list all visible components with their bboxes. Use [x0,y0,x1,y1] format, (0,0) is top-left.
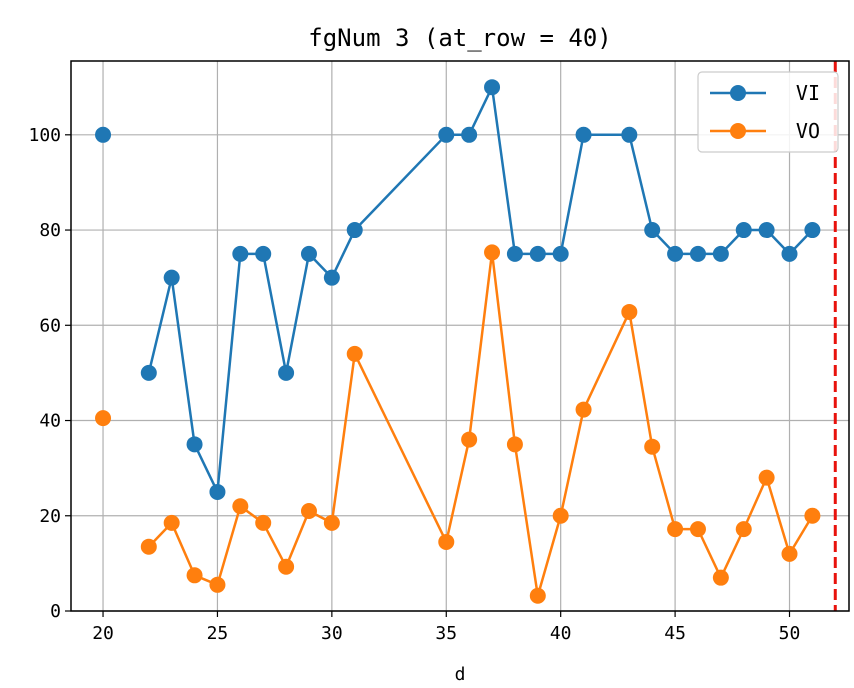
data-point-vo [140,538,157,555]
axis-ticks: 20 25 30 35 40 45 50 0 20 40 60 80 100 [28,125,800,644]
data-point-vo [323,514,340,531]
data-point-vi [255,245,272,262]
y-tick-label: 40 [39,411,61,432]
series-vi [95,79,821,500]
data-point-vi [689,245,706,262]
data-point-vo [529,587,546,604]
series-vo [95,244,821,604]
data-point-vo [163,514,180,531]
chart-title: fgNum 3 (at_row = 40) [308,24,611,52]
y-tick-label: 0 [50,601,61,622]
data-point-vo [346,345,363,362]
y-tick-label: 60 [39,315,61,336]
data-point-vi [278,364,295,381]
data-point-vo [186,567,203,584]
data-point-vi [621,126,638,143]
data-point-vo [667,521,684,538]
data-point-vi [781,245,798,262]
legend-label-vo: VO [796,119,820,143]
data-point-vi [461,126,478,143]
data-point-vi [95,126,112,143]
legend-label-vi: VI [796,81,820,105]
data-point-vi [209,483,226,500]
data-point-vi [758,222,775,239]
x-tick-label: 20 [92,623,114,644]
legend-marker-vo [730,123,746,139]
data-point-vi [323,269,340,286]
data-point-vi [735,222,752,239]
data-point-vi [644,222,661,239]
data-point-vo [575,401,592,418]
legend-marker-vi [730,85,746,101]
data-point-vo [255,514,272,531]
x-tick-label: 45 [664,623,686,644]
data-point-vo [461,431,478,448]
data-point-vo [278,558,295,575]
data-point-vo [735,521,752,538]
x-tick-label: 40 [550,623,572,644]
data-point-vo [209,576,226,593]
x-tick-label: 35 [435,623,457,644]
data-point-vo [781,545,798,562]
y-tick-label: 20 [39,506,61,527]
legend: VI VO [697,71,839,153]
data-point-vi [804,222,821,239]
data-point-vi [712,245,729,262]
series-group [95,79,821,604]
data-point-vi [438,126,455,143]
data-point-vi [140,364,157,381]
data-point-vo [552,507,569,524]
y-tick-label: 80 [39,220,61,241]
data-point-vi [232,245,249,262]
data-point-vo [300,503,317,519]
data-point-vo [644,438,661,455]
x-axis-label: d [455,664,466,685]
data-point-vi [575,126,592,143]
data-point-vi [506,245,523,262]
data-point-vi [667,245,684,262]
data-point-vo [506,436,523,453]
data-point-vi [163,269,180,286]
data-point-vo [484,244,501,261]
data-point-vo [232,498,249,515]
data-point-vi [186,436,203,453]
data-point-vi [529,245,546,262]
data-point-vo [95,410,112,427]
x-tick-label: 50 [779,623,801,644]
x-tick-label: 25 [207,623,229,644]
plot-frame [70,60,850,612]
data-point-vo [804,507,821,524]
data-point-vo [758,469,775,486]
series-line-vo [147,251,814,598]
x-tick-label: 30 [321,623,343,644]
data-point-vo [712,569,729,586]
data-point-vi [484,79,501,96]
data-point-vo [438,533,455,550]
data-point-vi [346,222,363,239]
data-point-vo [621,303,638,320]
y-tick-label: 100 [28,125,61,146]
data-point-vi [552,245,569,262]
data-point-vo [689,521,706,538]
data-point-vi [300,245,317,262]
